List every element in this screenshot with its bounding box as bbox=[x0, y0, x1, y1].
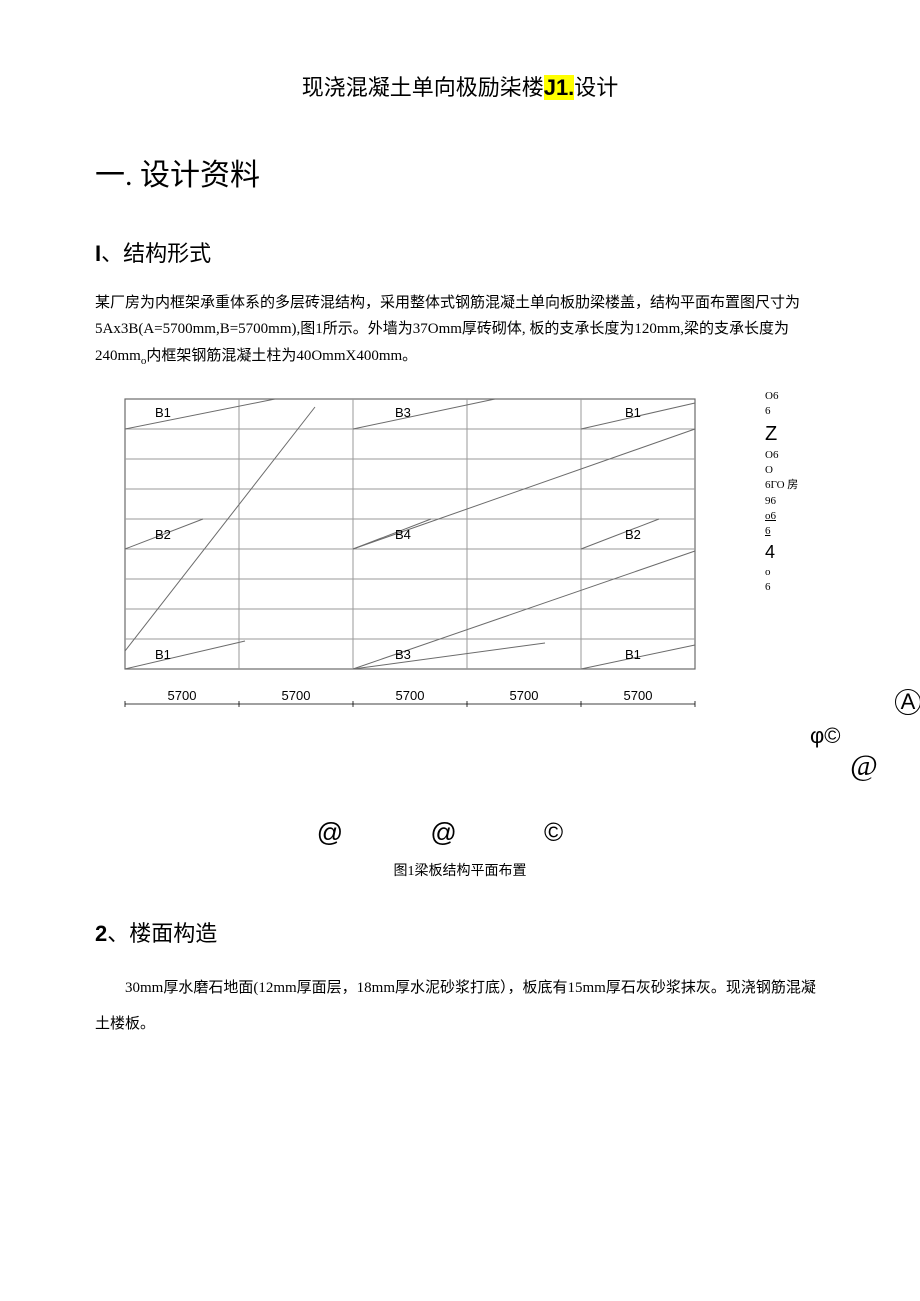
svg-text:B3: B3 bbox=[395, 405, 411, 420]
right-annot-item: o bbox=[765, 565, 798, 580]
right-annot-item: 6 bbox=[765, 404, 798, 419]
svg-text:5700: 5700 bbox=[510, 688, 539, 703]
subsection-2-num: 2 bbox=[95, 921, 107, 946]
subsection-2-body: 30mm厚水磨石地面(12mm厚面层，18mm厚水泥砂浆打底），板底有15mm厚… bbox=[95, 970, 825, 1042]
svg-text:5700: 5700 bbox=[282, 688, 311, 703]
figure-1-caption: 图1梁板结构平面布置 bbox=[95, 860, 825, 880]
right-annot-item: 4 bbox=[765, 540, 798, 565]
document-title: 现浇混凝土单向极励柒楼J1.设计 bbox=[95, 70, 825, 102]
title-highlight: J1. bbox=[544, 75, 575, 100]
subsection-2-label: 、楼面构造 bbox=[107, 921, 217, 946]
symbol-a-circled: A bbox=[895, 689, 920, 715]
subsection-1-label: 、结构形式 bbox=[101, 241, 211, 266]
right-annot-item: 6ГО 房 bbox=[765, 478, 798, 493]
right-annot-item: O6 bbox=[765, 389, 798, 404]
svg-text:B1: B1 bbox=[155, 405, 171, 420]
section-1-heading: 一. 设计资料 bbox=[95, 150, 825, 194]
figure-1: B1 B3 B1 B2 B4 B2 B1 B3 B1 5700 5700 5700 5700 5700 O… bbox=[95, 389, 825, 809]
right-annot-item: o6 bbox=[765, 509, 798, 524]
subsection-1-body: 某厂房为内框架承重体系的多层砖混结构，采用整体式钢筋混凝土单向板肋梁楼盖，结构平… bbox=[95, 290, 825, 371]
body-text-1b: 内框架钢筋混凝土柱为40OmmX400mm。 bbox=[146, 348, 417, 364]
svg-text:B4: B4 bbox=[395, 527, 411, 542]
title-suffix: 设计 bbox=[574, 75, 618, 100]
figure-bottom-symbols: @ @ © bbox=[95, 817, 825, 848]
svg-text:5700: 5700 bbox=[396, 688, 425, 703]
right-annot-item: Z bbox=[765, 420, 798, 448]
symbol-at-right: @ bbox=[850, 749, 878, 783]
right-annot-item: 6 bbox=[765, 580, 798, 595]
svg-text:B1: B1 bbox=[625, 647, 641, 662]
right-annot-item: 6 bbox=[765, 524, 798, 539]
subsection-2-heading: 2、楼面构造 bbox=[95, 916, 825, 948]
svg-text:B2: B2 bbox=[155, 527, 171, 542]
svg-text:5700: 5700 bbox=[168, 688, 197, 703]
figure-right-annotations: O66ZO6O6ГО 房96o664o6 bbox=[765, 389, 798, 596]
symbol-phi-c: φ© bbox=[810, 723, 840, 749]
title-prefix: 现浇混凝土单向极励柒楼 bbox=[302, 75, 544, 100]
right-annot-item: 96 bbox=[765, 494, 798, 509]
svg-text:B1: B1 bbox=[155, 647, 171, 662]
svg-text:B1: B1 bbox=[625, 405, 641, 420]
right-annot-item: O6 bbox=[765, 448, 798, 463]
svg-text:B3: B3 bbox=[395, 647, 411, 662]
svg-text:5700: 5700 bbox=[624, 688, 653, 703]
svg-text:B2: B2 bbox=[625, 527, 641, 542]
right-annot-item: O bbox=[765, 463, 798, 478]
figure-1-svg: B1 B3 B1 B2 B4 B2 B1 B3 B1 5700 5700 5700 5700 5700 bbox=[95, 389, 735, 729]
subsection-1-heading: I、结构形式 bbox=[95, 236, 825, 268]
